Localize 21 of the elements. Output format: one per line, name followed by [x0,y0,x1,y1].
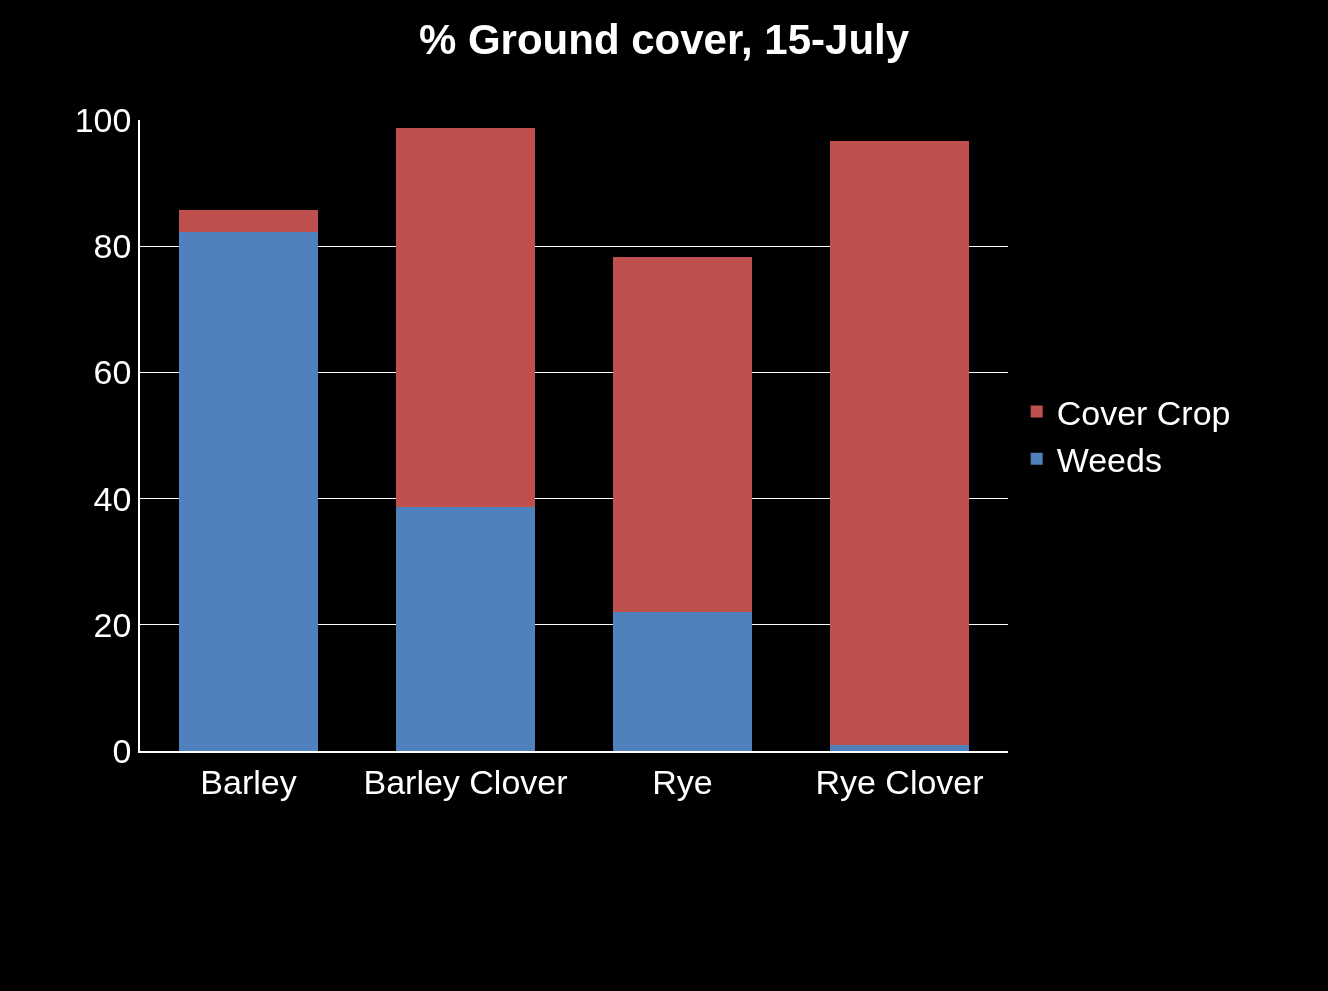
x-tick-label: Barley Clover [363,762,568,801]
chart-title: % Ground cover, 15-July [418,16,910,64]
y-tick-label: 0 [112,731,132,770]
bar [396,506,535,751]
y-tick-label: 60 [93,353,132,392]
x-tick-label: Barley [200,762,297,801]
y-tick-label: 40 [93,479,132,518]
bar [396,128,535,507]
legend-label: Weeds [1056,441,1162,480]
y-tick-label: 80 [93,227,132,266]
x-tick-label: Rye Clover [815,762,984,801]
y-tick-label: 100 [74,100,132,139]
bar [179,231,318,751]
legend-label: Cover Crop [1056,393,1231,432]
bar [613,612,752,751]
bar [613,256,752,613]
bar [179,210,318,232]
bar [830,141,969,745]
x-tick-label: Rye [652,762,713,801]
y-tick-label: 20 [93,605,132,644]
bar [830,744,969,751]
